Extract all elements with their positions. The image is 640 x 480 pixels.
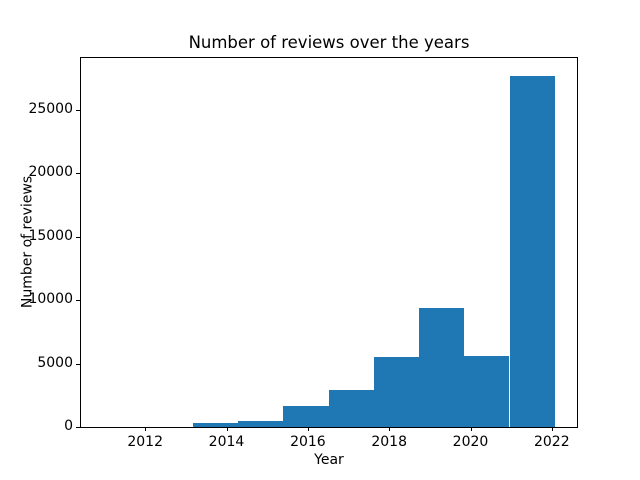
histogram-bar bbox=[418, 307, 465, 427]
y-tick bbox=[76, 173, 80, 175]
histogram-bar bbox=[373, 356, 419, 427]
x-tick bbox=[145, 427, 147, 431]
chart-title: Number of reviews over the years bbox=[188, 33, 470, 52]
y-tick bbox=[76, 236, 80, 238]
x-tick-label: 2018 bbox=[371, 434, 407, 450]
y-tick-label: 5000 bbox=[37, 354, 73, 371]
x-tick bbox=[307, 427, 309, 431]
x-tick bbox=[389, 427, 391, 431]
histogram-bar bbox=[328, 390, 374, 427]
x-tick bbox=[470, 427, 472, 431]
x-tick bbox=[226, 427, 228, 431]
histogram-bar bbox=[509, 75, 555, 427]
histogram-bar bbox=[192, 423, 238, 427]
histogram-bar bbox=[464, 355, 510, 427]
y-tick-label: 10000 bbox=[28, 291, 73, 308]
x-tick-label: 2016 bbox=[290, 434, 326, 450]
x-tick-label: 2022 bbox=[533, 434, 570, 450]
x-tick bbox=[551, 427, 553, 431]
y-tick-label: 15000 bbox=[28, 227, 73, 244]
x-tick-label: 2012 bbox=[127, 434, 163, 450]
y-tick bbox=[76, 363, 80, 365]
y-tick bbox=[76, 110, 80, 111]
y-tick bbox=[76, 300, 80, 302]
x-tick-label: 2014 bbox=[208, 434, 245, 450]
x-axis-label: Year bbox=[314, 452, 344, 468]
y-tick-label: 0 bbox=[64, 418, 73, 434]
x-tick-label: 2020 bbox=[452, 434, 489, 450]
y-tick-label: 25000 bbox=[28, 101, 73, 117]
histogram-bar bbox=[283, 405, 329, 427]
y-tick bbox=[76, 427, 80, 428]
histogram-bar bbox=[237, 420, 283, 427]
y-tick-label: 20000 bbox=[28, 164, 73, 181]
